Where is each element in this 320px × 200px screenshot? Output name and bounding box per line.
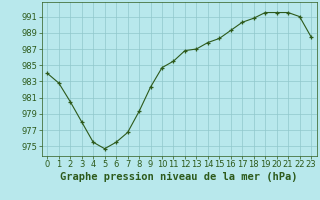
X-axis label: Graphe pression niveau de la mer (hPa): Graphe pression niveau de la mer (hPa) — [60, 172, 298, 182]
